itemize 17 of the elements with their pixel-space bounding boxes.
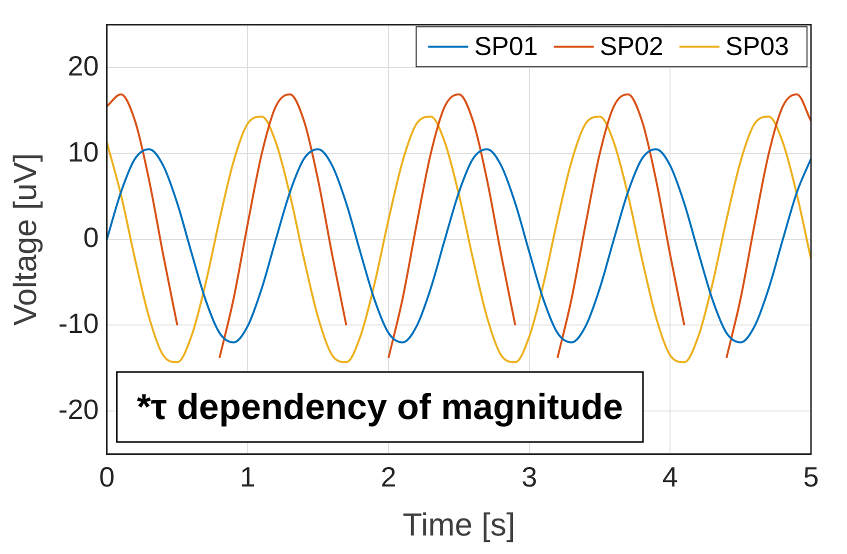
x-axis-title: Time [s] [402,506,516,543]
line-series [106,148,811,344]
legend-label: SP03 [725,30,790,61]
legend-label: SP01 [474,30,538,61]
legend-label: SP02 [600,30,664,61]
x-tick-label: 3 [522,462,538,493]
x-tick-label: 1 [240,462,256,493]
x-tick-label: 4 [662,462,678,493]
annotation: *τ dependency of magnitude [136,386,623,427]
y-tick-label: 20 [68,50,99,82]
x-tick-label: 2 [380,462,396,493]
y-tick-label: -20 [58,394,99,425]
x-tick-label: 5 [803,462,819,493]
y-tick-label: 10 [68,136,99,168]
y-axis-title: Voltage [uV] [7,153,44,326]
y-tick-label: -10 [58,308,99,339]
y-tick-label: 0 [83,222,99,254]
